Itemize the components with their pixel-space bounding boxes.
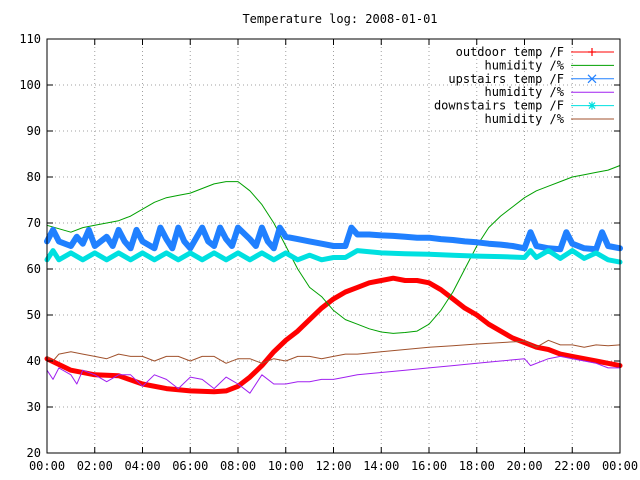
x-tick-label: 08:00 bbox=[220, 459, 256, 473]
y-tick-label: 50 bbox=[27, 308, 41, 322]
x-tick-label: 12:00 bbox=[315, 459, 351, 473]
x-tick-label: 06:00 bbox=[172, 459, 208, 473]
legend-label: humidity /% bbox=[485, 58, 565, 72]
y-tick-label: 20 bbox=[27, 446, 41, 460]
legend-label: humidity /% bbox=[485, 85, 565, 99]
x-tick-label: 00:00 bbox=[29, 459, 65, 473]
legend-label: downstairs temp /F bbox=[434, 99, 564, 113]
chart-title: Temperature log: 2008-01-01 bbox=[242, 12, 437, 26]
legend-marker bbox=[588, 48, 596, 56]
legend-marker bbox=[588, 101, 596, 110]
series-line-6 bbox=[46, 339, 621, 364]
legend-label: outdoor temp /F bbox=[456, 45, 564, 59]
series-line-4 bbox=[46, 355, 621, 394]
series-line-5 bbox=[44, 248, 623, 265]
series-line-2 bbox=[46, 165, 621, 334]
y-tick-label: 70 bbox=[27, 216, 41, 230]
y-tick-label: 100 bbox=[19, 78, 41, 92]
y-tick-label: 60 bbox=[27, 262, 41, 276]
y-tick-label: 30 bbox=[27, 400, 41, 414]
series-lines bbox=[44, 165, 623, 395]
x-tick-label: 18:00 bbox=[459, 459, 495, 473]
series-line-1 bbox=[44, 275, 623, 395]
x-tick-label: 14:00 bbox=[363, 459, 399, 473]
y-tick-label: 40 bbox=[27, 354, 41, 368]
x-tick-label: 22:00 bbox=[554, 459, 590, 473]
x-tick-label: 00:00 bbox=[602, 459, 638, 473]
y-tick-label: 80 bbox=[27, 170, 41, 184]
series-line-3 bbox=[44, 224, 623, 253]
y-tick-label: 110 bbox=[19, 32, 41, 46]
y-tick-label: 90 bbox=[27, 124, 41, 138]
plot-frame bbox=[46, 38, 621, 454]
x-tick-label: 16:00 bbox=[411, 459, 447, 473]
x-tick-label: 10:00 bbox=[268, 459, 304, 473]
legend-label: upstairs temp /F bbox=[448, 72, 564, 86]
x-tick-label: 04:00 bbox=[124, 459, 160, 473]
axes: 20 30 40 50 60 70 80 90 100 110 00:00 02:00 04:00 06:… bbox=[19, 32, 638, 473]
x-tick-label: 02:00 bbox=[77, 459, 113, 473]
legend-marker bbox=[587, 74, 597, 84]
legend-label: humidity /% bbox=[485, 112, 565, 126]
x-tick-label: 20:00 bbox=[506, 459, 542, 473]
